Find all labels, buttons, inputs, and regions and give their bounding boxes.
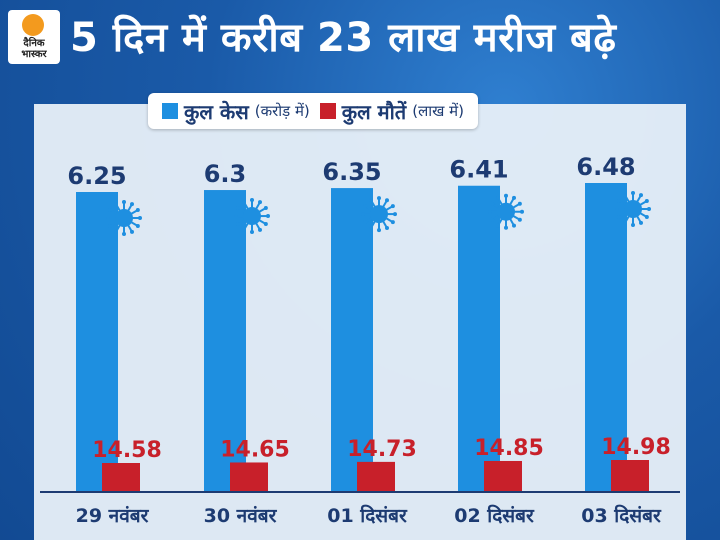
x-tick-label-5: 03 दिसंबर bbox=[581, 504, 662, 527]
data-label-cases-3: 6.35 bbox=[322, 158, 381, 186]
chart-title: 5 दिन में करीब 23 लाख मरीज बढ़े bbox=[70, 15, 617, 61]
data-label-cases-4: 6.41 bbox=[449, 156, 508, 184]
virus-icon bbox=[615, 191, 651, 227]
virus-icon bbox=[106, 200, 142, 236]
header: दैनिक भास्कर 5 दिन में करीब 23 लाख मरीज … bbox=[0, 0, 720, 84]
bar-deaths-2 bbox=[230, 462, 268, 492]
data-label-deaths-2: 14.65 bbox=[220, 437, 290, 462]
legend-label-cases: कुल केस bbox=[184, 99, 249, 124]
legend: कुल केस (करोड़ में) कुल मौतें (लाख में) bbox=[148, 93, 478, 129]
data-label-cases-2: 6.3 bbox=[204, 160, 247, 188]
data-label-deaths-4: 14.85 bbox=[474, 436, 544, 461]
legend-item-deaths: कुल मौतें (लाख में) bbox=[319, 98, 464, 125]
legend-swatch-deaths bbox=[319, 103, 336, 119]
bar-cases-2 bbox=[204, 190, 246, 493]
virus-icon bbox=[361, 196, 397, 233]
data-label-deaths-5: 14.98 bbox=[601, 435, 671, 460]
legend-label-deaths: कुल मौतें bbox=[341, 99, 407, 124]
x-tick-label-2: 30 नवंबर bbox=[204, 505, 278, 527]
logo-text: दैनिक भास्कर bbox=[21, 38, 47, 60]
bar-cases-4 bbox=[458, 185, 500, 492]
bar-deaths-1 bbox=[102, 463, 140, 492]
legend-swatch-cases bbox=[162, 103, 178, 119]
bar-cases-3 bbox=[331, 188, 373, 492]
virus-icon bbox=[234, 198, 270, 235]
bar-deaths-4 bbox=[484, 460, 522, 492]
x-tick-label-3: 01 दिसंबर bbox=[327, 504, 408, 527]
legend-unit-cases: (करोड़ में) bbox=[254, 102, 310, 120]
logo-sun-icon bbox=[22, 14, 44, 36]
legend-unit-deaths: (लाख में) bbox=[412, 102, 464, 120]
bar-deaths-5 bbox=[611, 460, 649, 492]
data-label-deaths-3: 14.73 bbox=[347, 437, 417, 462]
bar-deaths-3 bbox=[357, 461, 395, 492]
data-label-cases-5: 6.48 bbox=[576, 153, 635, 181]
x-tick-label-4: 02 दिसंबर bbox=[454, 504, 535, 527]
data-label-deaths-1: 14.58 bbox=[92, 438, 162, 463]
legend-item-cases: कुल केस (करोड़ में) bbox=[162, 98, 310, 125]
bar-cases-1 bbox=[76, 192, 118, 492]
brand-logo: दैनिक भास्कर bbox=[8, 10, 60, 64]
virus-icon bbox=[488, 193, 524, 230]
bar-cases-5 bbox=[585, 183, 627, 492]
data-label-cases-1: 6.25 bbox=[67, 162, 126, 190]
x-tick-label-1: 29 नवंबर bbox=[76, 505, 150, 527]
